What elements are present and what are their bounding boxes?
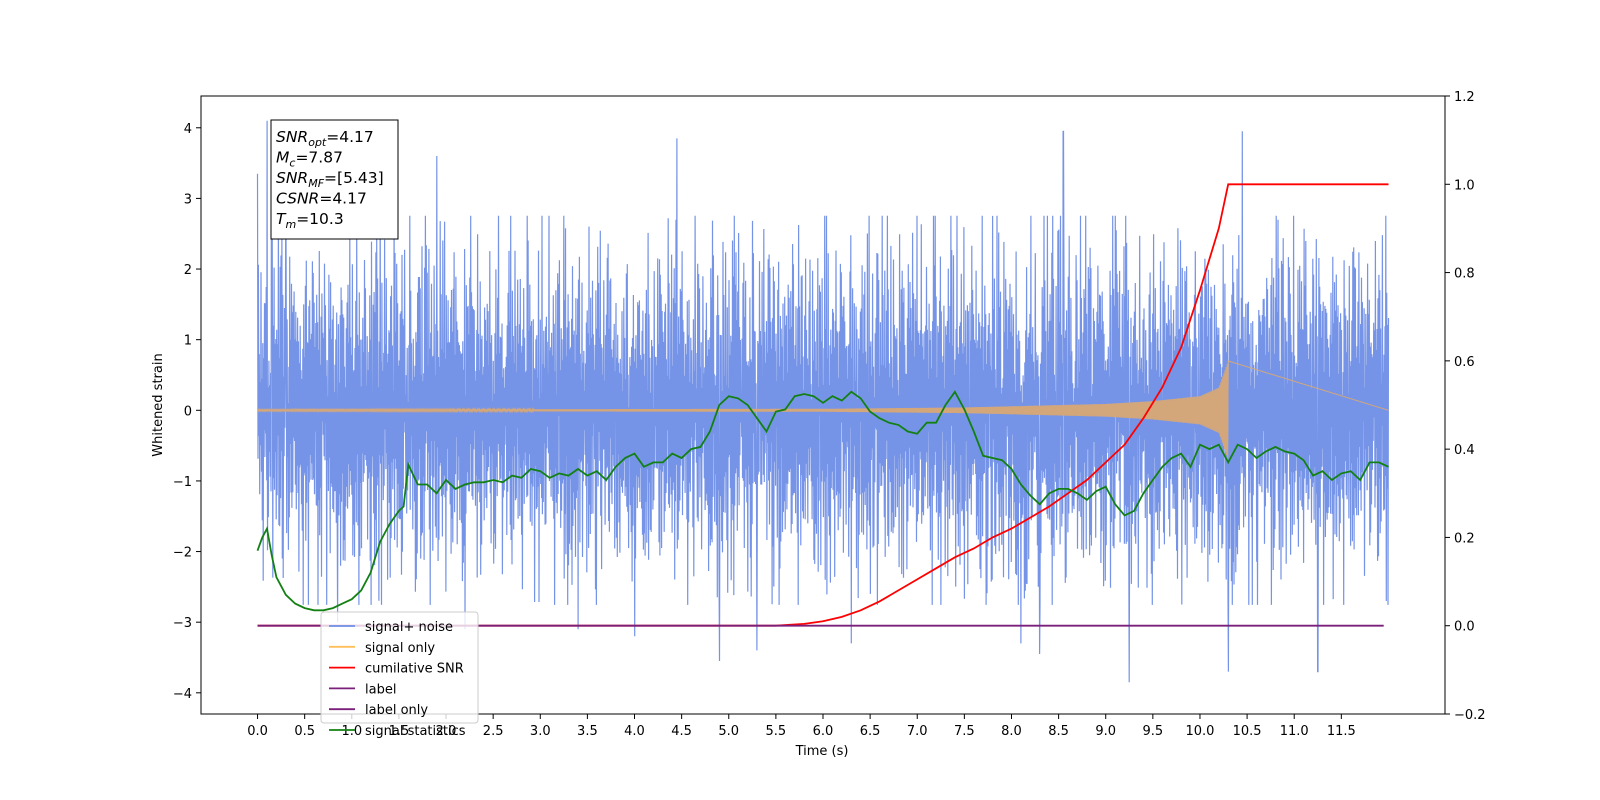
annotation-line: CSNR=4.17 (276, 190, 367, 208)
x-tick-label: 10.0 (1185, 724, 1214, 739)
legend-label: signal statistics (365, 724, 466, 739)
x-tick-label: 6.0 (813, 724, 834, 739)
y2-tick-label: 0.8 (1454, 267, 1475, 282)
y-axis-ticks: 4 3 2 1 0 −1 −2 −3 −4 (173, 122, 201, 702)
y-tick-label: −1 (173, 475, 192, 490)
y-tick-label: 3 (184, 192, 192, 207)
y2-axis-ticks: 1.2 1.0 0.8 0.6 0.4 0.2 0.0 −0.2 (1445, 90, 1486, 723)
y2-tick-label: 1.2 (1454, 90, 1475, 105)
x-tick-label: 8.0 (1001, 724, 1022, 739)
y2-tick-label: 0.6 (1454, 355, 1475, 370)
y-tick-label: 1 (184, 334, 192, 349)
y-axis-label: Whitened strain (151, 353, 166, 456)
y2-tick-label: 0.4 (1454, 443, 1475, 458)
x-tick-label: 11.5 (1327, 724, 1356, 739)
x-axis-ticks: 0.0 0.5 1.0 1.5 2.0 2.5 3.0 3.5 4.0 4.5 5.0 5.5 6.0 6… (247, 714, 1356, 739)
y-tick-label: 0 (184, 404, 192, 419)
annotation-line: SNRopt=4.17 (276, 128, 374, 149)
x-tick-label: 10.5 (1233, 724, 1262, 739)
series-signal-noise-line (256, 120, 1390, 683)
y-tick-label: −3 (173, 616, 192, 631)
x-tick-label: 5.5 (766, 724, 787, 739)
legend-frame (320, 611, 479, 724)
x-tick-label: 2.5 (483, 724, 504, 739)
x-tick-label: 8.5 (1048, 724, 1069, 739)
plot-area (256, 120, 1390, 683)
y-tick-label: 4 (184, 122, 192, 137)
x-tick-label: 7.0 (907, 724, 928, 739)
x-tick-label: 3.5 (577, 724, 598, 739)
x-tick-label: 6.5 (860, 724, 881, 739)
x-tick-label: 3.0 (530, 724, 551, 739)
legend-label: label (365, 682, 396, 697)
x-tick-label: 0.5 (294, 724, 315, 739)
annotation-line: Tm=10.3 (276, 210, 344, 231)
x-tick-label: 0.0 (247, 724, 268, 739)
annotation-line: Mc=7.87 (276, 149, 343, 170)
y-tick-label: 2 (184, 263, 192, 278)
x-tick-label: 9.0 (1095, 724, 1116, 739)
legend-label: signal only (365, 641, 435, 656)
y2-tick-label: 1.0 (1454, 178, 1475, 193)
series-signal-statistics-line (256, 390, 1389, 612)
legend-label: cumilative SNR (365, 662, 464, 677)
annotation-line: SNRMF=[5.43] (276, 169, 384, 190)
x-tick-label: 11.0 (1280, 724, 1309, 739)
y2-tick-label: −0.2 (1454, 708, 1486, 723)
series-signal-only-line (257, 360, 1389, 459)
x-tick-label: 7.5 (954, 724, 975, 739)
x-tick-label: 4.0 (624, 724, 645, 739)
legend-label: label only (365, 703, 428, 718)
x-tick-label: 2.0 (436, 724, 457, 739)
x-axis-label: Time (s) (795, 744, 849, 759)
y2-tick-label: 0.2 (1454, 531, 1475, 546)
x-tick-label: 9.5 (1143, 724, 1164, 739)
annotation-frame (270, 119, 399, 240)
y2-tick-label: 0.0 (1454, 620, 1475, 635)
plot-frame (200, 95, 1446, 715)
x-tick-label: 1.5 (389, 724, 410, 739)
series-cumulative-snr-line (257, 183, 1389, 627)
legend: signal+ noise signal only cumilative SNR la… (320, 611, 479, 739)
x-tick-label: 4.5 (671, 724, 692, 739)
y-tick-label: −4 (173, 687, 192, 702)
x-tick-label: 5.0 (718, 724, 739, 739)
x-tick-label: 1.0 (341, 724, 362, 739)
y-tick-label: −2 (173, 546, 192, 561)
legend-label: signal+ noise (365, 620, 453, 635)
